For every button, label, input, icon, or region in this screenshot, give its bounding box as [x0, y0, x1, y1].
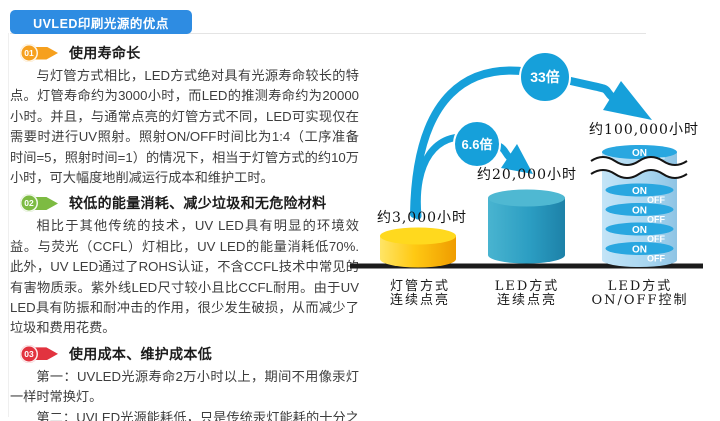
arrowhead-6-6x-icon: [501, 144, 533, 174]
break-wave-icon: [590, 156, 688, 166]
section-2-paragraph: 相比于其他传统的技术，UV LED具有明显的环境效益。与荧光（CCFL）灯相比，…: [10, 218, 359, 336]
bubble-33x-label: 33倍: [530, 69, 560, 85]
arrowhead-33x-icon: [603, 81, 652, 120]
tab-uvled-advantages[interactable]: UVLED印刷光源的优点: [10, 10, 192, 34]
left-border: [8, 33, 9, 417]
section-1-header: 01 使用寿命长: [20, 43, 359, 63]
header-divider: [10, 33, 646, 34]
section-1-paragraph: 与灯管方式相比，LED方式绝对具有光源寿命较长的特点。灯管寿命约为3000小时，…: [10, 68, 359, 186]
badge-number: 03: [20, 344, 38, 363]
category-onoff-line2: ON/OFF控制: [591, 293, 688, 308]
section-2-header: 02 较低的能量消耗、减少垃圾和无危险材料: [20, 193, 359, 213]
section-2-title: 较低的能量消耗、减少垃圾和无危险材料: [69, 195, 327, 212]
segment-on-label: ON: [632, 225, 647, 236]
bar-led-onoff-value: 约100,000小时: [589, 122, 699, 138]
badge-number: 02: [20, 194, 38, 213]
segment-on-label: ON: [632, 148, 647, 159]
break-wave-icon: [590, 169, 688, 179]
section-2-number-badge: 02: [20, 194, 60, 213]
category-led-line1: LED方式: [495, 278, 560, 294]
category-onoff-line1: LED方式: [608, 278, 673, 294]
segment-on-label: ON: [632, 186, 647, 197]
segment-off-label: OFF: [647, 254, 665, 264]
bar-lamp: [380, 227, 456, 268]
segment-off-label: OFF: [647, 195, 665, 205]
article-column: 01 使用寿命长 与灯管方式相比，LED方式绝对具有光源寿命较长的特点。灯管寿命…: [10, 40, 359, 421]
bar-led-continuous: [488, 189, 565, 264]
segment-on-label: ON: [632, 206, 647, 217]
section-1-number-badge: 01: [20, 44, 60, 62]
category-led-line2: 连续点亮: [497, 292, 557, 308]
section-3-paragraph-1: 第一：UVLED光源寿命2万小时以上，期间不用像汞灯一样时常换灯。: [10, 368, 359, 405]
bar-led-onoff: ON OFF ON OFF ON OFF ON OFF ON OFF: [587, 145, 691, 267]
break-band: [587, 157, 691, 177]
section-3-header: 03 使用成本、维护成本低: [20, 344, 359, 364]
category-lamp-line2: 连续点亮: [390, 292, 450, 308]
segment-on-label: ON: [632, 245, 647, 256]
segment-off-label: OFF: [647, 215, 665, 225]
section-3-title: 使用成本、维护成本低: [69, 345, 212, 362]
category-lamp-line1: 灯管方式: [390, 278, 450, 294]
bubble-6-6x: [453, 120, 501, 168]
bubble-6-6x-label: 6.6倍: [461, 137, 492, 152]
badge-number: 01: [20, 44, 38, 62]
bar-led-continuous-value: 约20,000小时: [477, 167, 577, 183]
bubble-33x: [519, 51, 571, 103]
lifetime-comparison-chart: 33倍 6.6倍 约3,000小时 约20,000小时 ON OFF ON: [350, 51, 703, 308]
bar-lamp-value: 约3,000小时: [377, 210, 467, 226]
segment-off-label: OFF: [647, 234, 665, 244]
section-3-number-badge: 03: [20, 344, 60, 363]
section-1-title: 使用寿命长: [69, 45, 141, 61]
section-3-paragraph-2: 第二：UVLED光源能耗低，只是传统汞灯能耗的十分之一。: [36, 409, 359, 421]
